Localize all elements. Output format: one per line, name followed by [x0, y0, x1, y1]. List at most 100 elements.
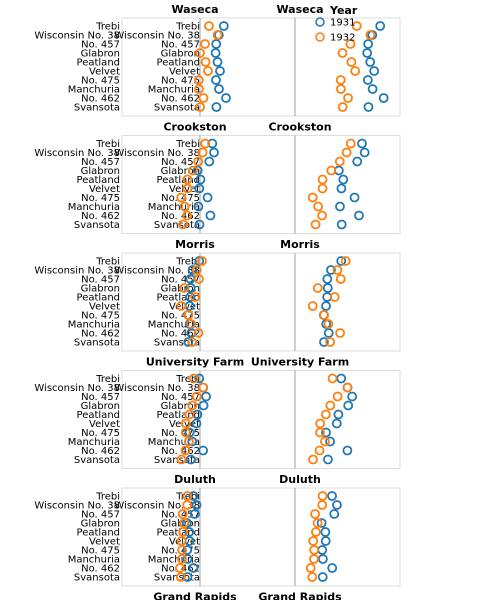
point-1932 [307, 564, 315, 572]
point-1931 [333, 501, 341, 509]
point-1931 [206, 212, 214, 220]
point-1932 [334, 393, 342, 401]
point-1931 [333, 420, 341, 428]
variety-tick-label: Svansota [74, 455, 120, 466]
point-1931 [343, 447, 351, 455]
point-1931 [370, 67, 378, 75]
point-1931 [334, 411, 342, 419]
facet-title: Grand Rapids [258, 591, 342, 600]
point-1931 [328, 564, 336, 572]
point-1931 [380, 94, 388, 102]
point-1931 [216, 67, 224, 75]
point-1931 [361, 149, 369, 157]
point-1932 [319, 492, 327, 500]
facet-grand-rapids: Grand RapidsGrand RapidsTrebiTrebiWiscon… [34, 591, 400, 600]
point-1931 [358, 140, 366, 148]
point-1932 [321, 438, 329, 446]
point-1931 [328, 492, 336, 500]
variety-tick-label: Svansota [74, 220, 120, 231]
point-1931 [353, 158, 361, 166]
variety-tick-label: Svansota [74, 573, 120, 584]
point-1932 [337, 275, 345, 283]
point-1931 [324, 284, 332, 292]
point-1932 [205, 22, 213, 30]
point-1932 [337, 76, 345, 84]
variety-tick-label: Svansota [154, 103, 200, 114]
legend-swatch [316, 18, 324, 26]
point-1931 [337, 375, 345, 383]
point-1932 [201, 40, 209, 48]
point-1931 [344, 402, 352, 410]
legend-swatch [316, 33, 324, 41]
variety-tick-label: Svansota [74, 338, 120, 349]
point-1932 [204, 67, 212, 75]
facet-title: University Farm [146, 356, 244, 369]
legend-label: 1932 [330, 33, 355, 44]
variety-tick-label: Svansota [74, 103, 120, 114]
point-1931 [204, 194, 212, 202]
point-1931 [202, 393, 210, 401]
facet-title: Morris [280, 238, 320, 251]
point-1932 [312, 221, 320, 229]
point-1931 [336, 203, 344, 211]
point-1932 [200, 94, 208, 102]
facet-duluth: Duluth DuluthTrebi TrebiWisconsin No. 38Wi… [34, 473, 400, 586]
point-1932 [311, 510, 319, 518]
point-1931 [322, 537, 330, 545]
point-1931 [330, 510, 338, 518]
point-1932 [326, 402, 334, 410]
facet-title: Duluth [174, 473, 216, 486]
point-1932 [351, 67, 359, 75]
point-1931 [339, 176, 347, 184]
facet-title: Waseca [276, 3, 323, 16]
point-1932 [309, 194, 317, 202]
point-1931 [200, 402, 208, 410]
point-1932 [322, 411, 330, 419]
point-1932 [329, 375, 337, 383]
point-1931 [366, 58, 374, 66]
point-1931 [364, 103, 372, 111]
point-1932 [318, 501, 326, 509]
point-1931 [222, 94, 230, 102]
point-1932 [316, 447, 324, 455]
point-1931 [364, 76, 372, 84]
point-1931 [210, 149, 218, 157]
point-1932 [310, 546, 318, 554]
point-1932 [309, 302, 317, 310]
point-1931 [364, 40, 372, 48]
point-1931 [212, 76, 220, 84]
point-1932 [319, 176, 327, 184]
point-1932 [336, 158, 344, 166]
point-1931 [323, 275, 331, 283]
point-1932 [343, 149, 351, 157]
point-1932 [347, 140, 355, 148]
point-1932 [336, 329, 344, 337]
point-1931 [321, 528, 329, 536]
point-1932 [337, 85, 345, 93]
point-1931 [369, 85, 377, 93]
point-1931 [376, 22, 384, 30]
legend-label: 1931 [330, 18, 355, 29]
facet-university-farm: University Farm University FarmTrebi Trebi… [34, 356, 400, 469]
point-1931 [325, 329, 333, 337]
facet-title: Crookston [268, 121, 331, 134]
point-1932 [316, 420, 324, 428]
facet-title: University Farm [251, 356, 349, 369]
point-1932 [344, 94, 352, 102]
point-1932 [314, 203, 322, 211]
point-1931 [215, 85, 223, 93]
point-1931 [220, 22, 228, 30]
point-1932 [309, 537, 317, 545]
point-1931 [212, 49, 220, 57]
point-1932 [202, 58, 210, 66]
point-1932 [314, 284, 322, 292]
facet-title: Morris [175, 238, 215, 251]
point-1932 [309, 456, 317, 464]
facet-title: Duluth [279, 473, 321, 486]
point-1931 [324, 456, 332, 464]
legend-title: Year [329, 4, 358, 17]
facet-title: Crookston [163, 121, 226, 134]
